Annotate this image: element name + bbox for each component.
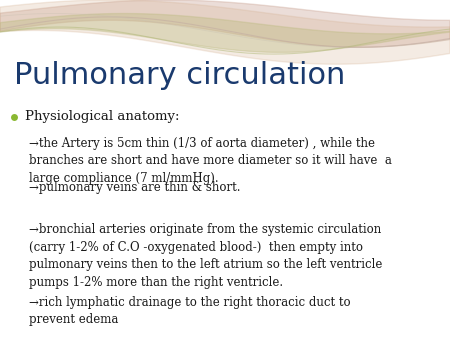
Text: →bronchial arteries originate from the systemic circulation
(carry 1-2% of C.O -: →bronchial arteries originate from the s… (29, 223, 382, 289)
Text: →pulmonary veins are thin & short.: →pulmonary veins are thin & short. (29, 181, 241, 194)
Text: Physiological anatomy:: Physiological anatomy: (25, 110, 179, 123)
Text: →rich lymphatic drainage to the right thoracic duct to
prevent edema: →rich lymphatic drainage to the right th… (29, 296, 351, 326)
Text: →the Artery is 5cm thin (1/3 of aorta diameter) , while the
branches are short a: →the Artery is 5cm thin (1/3 of aorta di… (29, 137, 392, 185)
Text: Pulmonary circulation: Pulmonary circulation (14, 61, 345, 90)
